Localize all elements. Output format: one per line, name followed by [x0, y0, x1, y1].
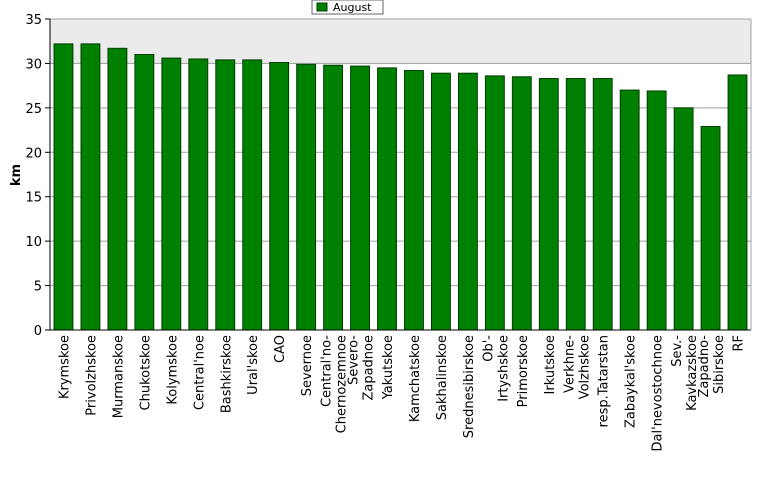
y-tick-labels: 0 5 10 15 20 25 30 35	[25, 13, 42, 339]
bar	[377, 67, 397, 331]
bar	[673, 107, 694, 331]
x-tick-label: Irtyshskoe	[496, 335, 511, 402]
bar	[161, 57, 182, 331]
legend-box	[311, 0, 384, 15]
bar	[700, 126, 721, 331]
x-tick-label: Ural'skoe	[246, 335, 261, 395]
y-axis-label: km	[9, 164, 24, 186]
bar	[431, 72, 451, 331]
y-tick-label: 25	[25, 102, 42, 117]
bar	[269, 62, 290, 331]
x-tick-label: Irkutskoe	[543, 335, 558, 394]
x-tick-label: Yakutskoe	[381, 335, 396, 400]
bar	[511, 76, 532, 331]
bar	[215, 59, 236, 331]
bar	[592, 78, 613, 331]
bar	[242, 59, 263, 331]
x-tick-label: resp.Tatarstan	[597, 335, 612, 427]
x-tick-label: Zabaykal'skoe	[624, 335, 639, 428]
y-tick-label: 15	[25, 191, 42, 206]
bar	[727, 74, 748, 331]
x-tick-label: Verkhne-	[562, 335, 577, 393]
bar	[457, 72, 478, 331]
bar	[538, 78, 559, 331]
x-tick-label: Zapadnoe	[362, 335, 377, 401]
x-tick-label: Kavkazskoe	[685, 335, 700, 411]
x-tick-label: Primorskoe	[516, 335, 531, 407]
y-tick-label: 20	[25, 146, 42, 161]
x-tick-label: Privolzhskoe	[84, 335, 99, 416]
x-tick-label: Kamchatskoe	[408, 335, 423, 422]
x-tick-label: CAO	[273, 335, 288, 363]
bar	[484, 75, 505, 331]
x-tick-label: Severnoe	[300, 335, 315, 396]
x-tick-label: Severo-	[347, 335, 362, 385]
x-tick-label: Murmanskoe	[111, 335, 126, 418]
x-tick-label: Sakhalinskoe	[435, 335, 450, 420]
bar	[80, 43, 101, 331]
x-tick-label: Zapadno-	[697, 335, 712, 398]
bar	[53, 43, 74, 331]
x-tick-label: Chukotskoe	[138, 335, 153, 410]
bar	[404, 70, 424, 331]
legend: August	[311, 0, 384, 15]
x-tick-label: Bashkirskoe	[219, 335, 234, 413]
bar	[350, 65, 370, 331]
x-tick-label: Srednesibirskoe	[462, 335, 477, 438]
x-tick-label: Volzhskoe	[577, 335, 592, 399]
y-tick-label: 30	[25, 57, 42, 72]
x-tick-label: Central'no-	[320, 335, 335, 407]
x-tick-label: Dal'nevostochnoe	[651, 335, 666, 451]
x-tick-label: Krymskoe	[57, 335, 72, 399]
x-tick-label: RF	[732, 335, 747, 352]
legend-label: August	[333, 1, 372, 14]
bar	[296, 63, 317, 331]
bar	[134, 54, 155, 331]
x-tick-label: Central'noe	[192, 335, 207, 410]
bar	[619, 89, 640, 331]
y-tick-label: 5	[34, 280, 42, 295]
bar	[188, 58, 209, 331]
axis-layer	[45, 18, 752, 331]
x-tick-label: Kolymskoe	[165, 335, 180, 405]
x-tick-labels: Krymskoe Privolzhskoe Murmanskoe Chukotskoe…	[57, 335, 746, 452]
bar	[107, 47, 128, 331]
plot-area	[50, 19, 751, 330]
y-tick-label: 35	[25, 13, 42, 28]
x-tick-label: Sev.-	[670, 335, 685, 367]
bar	[646, 90, 667, 331]
x-tick-label: Ob'-	[481, 335, 496, 362]
bar	[565, 78, 586, 331]
bar	[323, 64, 344, 331]
x-tick-label: Chernozemnoe	[335, 335, 350, 433]
y-tick-label: 0	[34, 324, 42, 339]
legend-swatch	[316, 2, 328, 12]
y-tick-label: 10	[25, 235, 42, 250]
upper-band	[50, 19, 751, 64]
x-tick-label: Sibirskoe	[712, 335, 727, 394]
